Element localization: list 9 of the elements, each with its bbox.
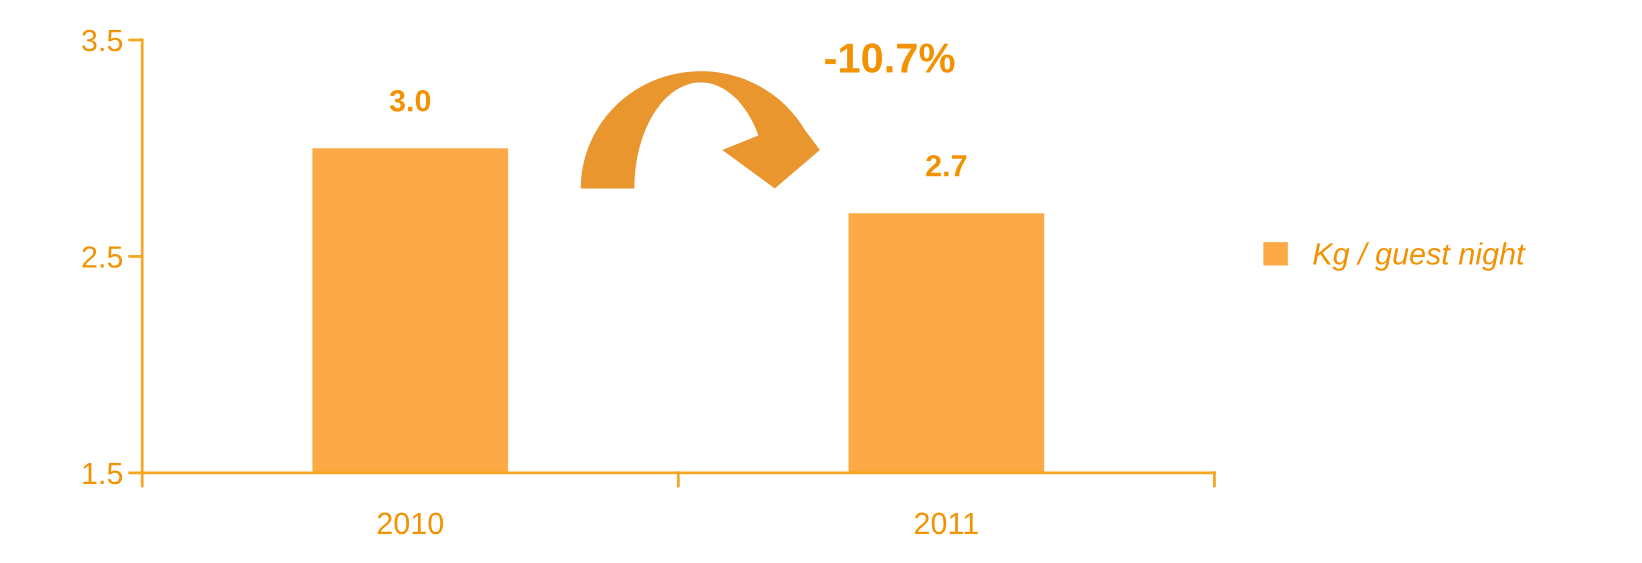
y-tick-label: 2.5 bbox=[82, 246, 123, 268]
data-label: 3.0 bbox=[389, 89, 431, 112]
x-tick-label: 2011 bbox=[915, 512, 978, 535]
annotation: -10.7% bbox=[825, 43, 955, 73]
x-tick-label: 2010 bbox=[377, 512, 444, 535]
legend-label: Kg / guest night bbox=[1313, 242, 1526, 271]
data-label: 2.7 bbox=[926, 154, 967, 177]
y-tick-label: 3.5 bbox=[82, 29, 123, 52]
y-tick-label: 1.5 bbox=[83, 462, 123, 485]
